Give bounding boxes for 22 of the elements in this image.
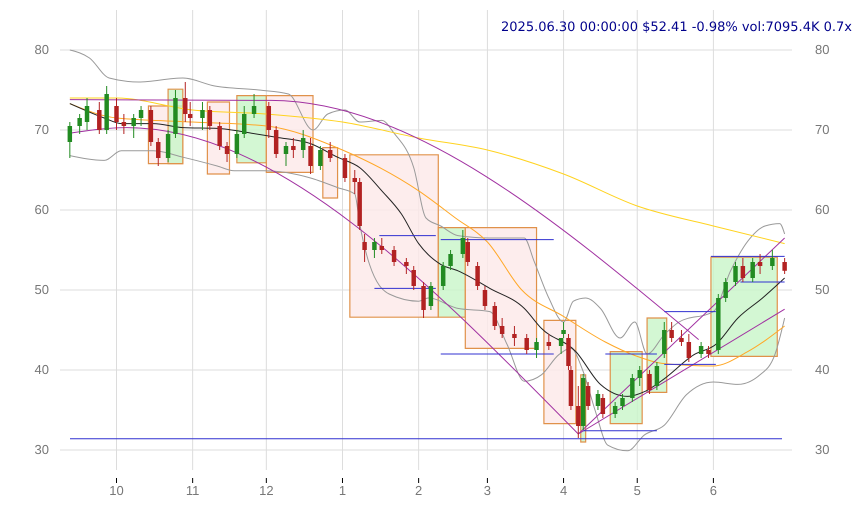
y-tick-label: 80 [34,42,49,58]
y2-tick-label: 70 [815,122,830,138]
x-tick-label: 5 [634,483,641,498]
y2-tick-label: 50 [815,282,830,298]
y-tick-label: 50 [34,282,49,298]
x-tick-label: 12 [259,483,274,498]
y2-tick-label: 40 [815,362,830,378]
y2-tick-label: 60 [815,202,830,218]
text: 2025.06.30 00:00:00 $52.41 -0.98% vol:7095.4K 0.7x [501,20,852,35]
y-tick-label: 40 [34,362,49,378]
y-tick-label: 30 [34,442,49,458]
x-tick-label: 6 [710,483,718,498]
y2-tick-label: 30 [815,442,830,458]
x-tick-label: 3 [484,483,492,498]
x-tick-label: 2 [415,483,422,498]
x-tick-label: 4 [560,483,568,498]
x-tick-label: 1 [338,483,346,498]
y-tick-label: 60 [34,202,49,218]
y-tick-label: 70 [34,122,49,138]
x-tick-label: 10 [109,483,124,498]
x-tick-label: 11 [186,483,200,498]
y2-tick-label: 80 [815,42,830,58]
